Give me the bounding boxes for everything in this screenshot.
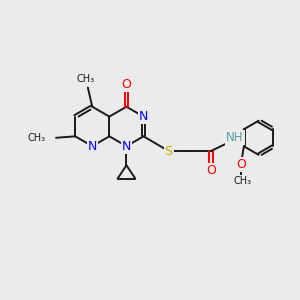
Text: N: N: [88, 140, 97, 153]
Text: CH₃: CH₃: [233, 176, 251, 186]
Text: N: N: [139, 110, 148, 123]
Text: O: O: [206, 164, 216, 177]
Text: O: O: [236, 158, 246, 171]
Text: S: S: [165, 145, 172, 158]
Text: N: N: [122, 140, 131, 153]
Text: CH₃: CH₃: [28, 133, 46, 143]
Text: CH₃: CH₃: [76, 74, 94, 84]
Text: NH: NH: [226, 131, 244, 144]
Text: O: O: [122, 78, 131, 91]
